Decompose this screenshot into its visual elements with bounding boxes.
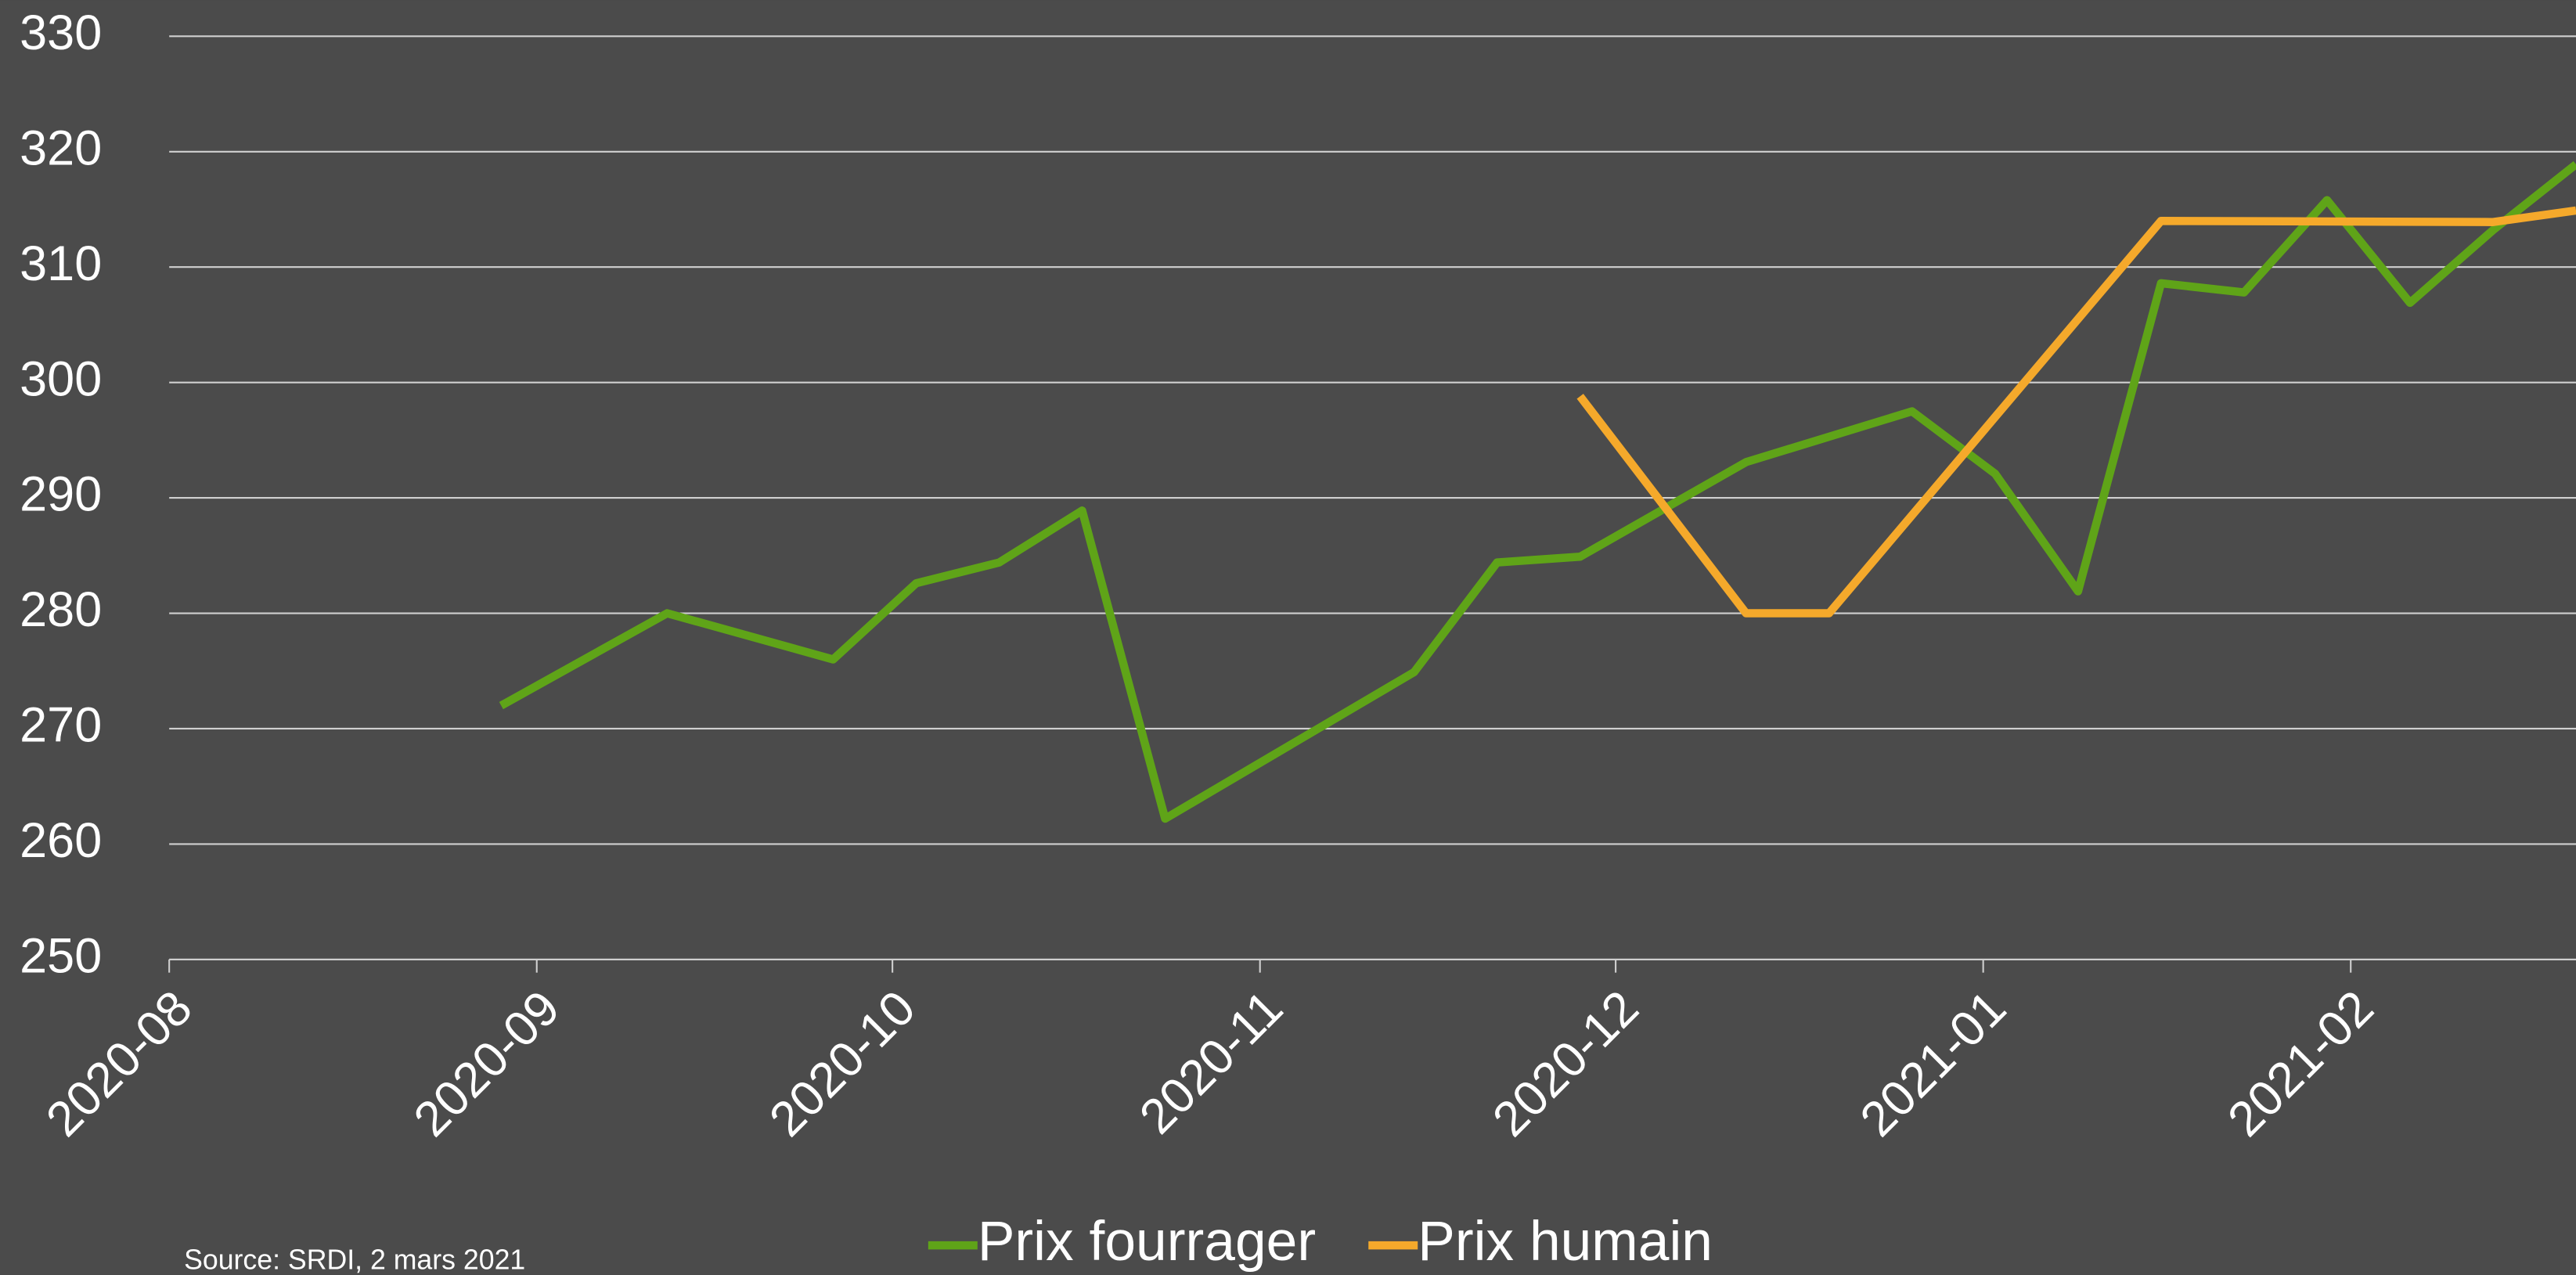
source-note: Source: SRDI, 2 mars 2021 — [184, 1244, 525, 1275]
y-tick-label: 270 — [20, 698, 102, 753]
y-tick-label: 320 — [20, 121, 102, 175]
y-tick-label: 310 — [20, 236, 102, 291]
y-tick-label: 260 — [20, 813, 102, 868]
legend-label: Prix humain — [1418, 1210, 1713, 1273]
y-tick-label: 330 — [20, 5, 102, 60]
series-line — [1576, 206, 2576, 618]
legend-label: Prix fourrager — [978, 1210, 1316, 1273]
y-tick-label: 250 — [20, 928, 102, 983]
y-tick-label: 280 — [20, 582, 102, 637]
y-tick-label: 300 — [20, 351, 102, 406]
y-tick-label: 290 — [20, 467, 102, 522]
